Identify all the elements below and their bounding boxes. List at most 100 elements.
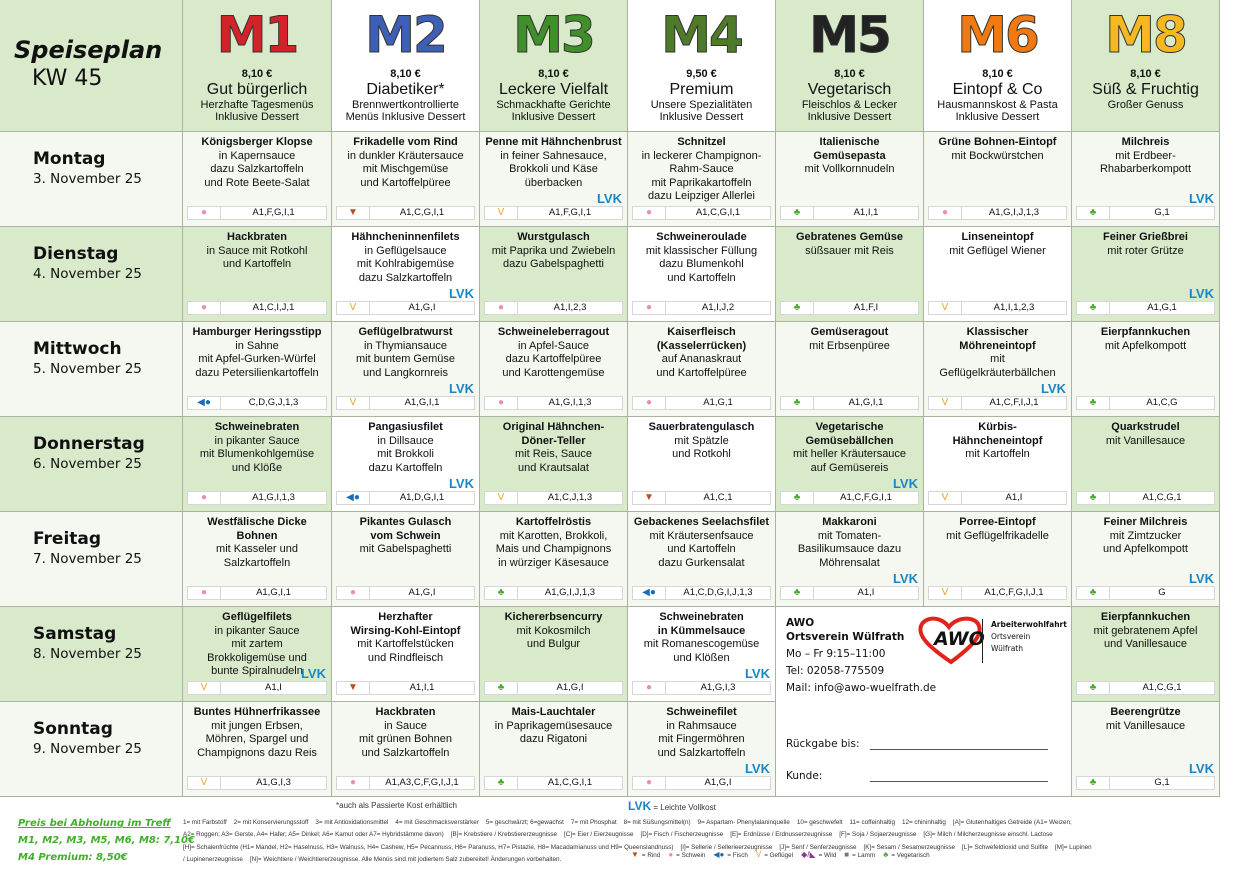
awo-logo-text: AWO <box>934 628 985 650</box>
dish-cell[interactable]: Schweineleberragout in Apfel-Sauce dazu Ka… <box>480 322 628 417</box>
allergen-codes: A1,G,I <box>408 587 436 598</box>
lvk-badge: LVK <box>1188 285 1214 301</box>
dish-cell[interactable]: Frikadelle vom Rind in dunkler Kräutersau… <box>332 132 480 227</box>
return-field[interactable] <box>870 740 1048 750</box>
dish-description: dazu Salzkartoffeln <box>210 163 304 175</box>
icon-legend-label: = Schwein <box>676 852 706 859</box>
menu-price: 8,10 € <box>241 68 273 80</box>
dish-cell[interactable]: Milchreis mit Erdbeer- Rhabarberkompott LVK… <box>1072 132 1220 227</box>
allergen-codes: A1,C,1 <box>703 492 733 503</box>
dish-cell[interactable]: Schweinebraten in Kümmelsauce mit Romanesc… <box>628 607 776 702</box>
dish-description: dazu Leipziger Allerlei <box>647 190 755 202</box>
dish-cell[interactable]: Geflügelbratwurst in Thymiansauce mit bunt… <box>332 322 480 417</box>
dish-cell[interactable]: Eierpfannkuchen mit gebratenem Apfel und V… <box>1072 607 1220 702</box>
dish-cell[interactable]: Gebratenes Gemüse süßsauer mit Reis ♣ A1,F,… <box>776 227 924 322</box>
dish-cell[interactable]: Geflügelfilets in pikanter Sauce mit zarte… <box>183 607 332 702</box>
dish-cell[interactable]: Kichererbsencurry mit Kokosmilch und Bulgu… <box>480 607 628 702</box>
dish-cell[interactable]: Sauerbratengulasch mit Spätzle und Rotkohl… <box>628 417 776 512</box>
menu-logo: M1 <box>216 6 300 65</box>
dish-cell[interactable]: Hackbraten in Sauce mit Rotkohl und Kartof… <box>183 227 332 322</box>
cow-icon: ▼ <box>337 207 370 219</box>
dish-cell[interactable]: Wurstgulasch mit Paprika und Zwiebeln dazu… <box>480 227 628 322</box>
legend-line: / Lupinenerzeugnisse [N]= Weichtiere / W… <box>183 855 562 863</box>
dish-cell[interactable]: Linseneintopf mit Geflügel Wiener V A1,I,1,… <box>924 227 1072 322</box>
dish-description: mit Tomaten- <box>817 529 882 542</box>
lvk-badge: LVK <box>1188 760 1214 776</box>
dish-title: Grüne Bohnen-Eintopf <box>938 136 1057 148</box>
menu-name: Premium <box>669 81 734 98</box>
dish-title: Schweineleberragout <box>497 326 610 338</box>
leaf-icon: ♣ <box>781 587 814 599</box>
dish-cell[interactable]: Königsberger Klopse in Kapernsauce dazu Sa… <box>183 132 332 227</box>
menu-subtitle: Herzhafte Tagesmenüs <box>200 99 314 111</box>
menu-table: Speiseplan KW 45 M1 8,10 € Gut bürgerlich H… <box>0 0 1220 797</box>
dish-cell[interactable]: Eierpfannkuchen mit Apfelkompott ♣ A1,C,G <box>1072 322 1220 417</box>
dish-cell[interactable]: Pikantes Gulasch vom Schwein mit Gabelspag… <box>332 512 480 607</box>
dish-cell[interactable]: Schnitzel in leckerer Champignon- Rahm-Sau… <box>628 132 776 227</box>
dish-cell[interactable]: Original Hähnchen- Döner-Teller mit Reis, … <box>480 417 628 512</box>
dish-cell[interactable]: Kaiserfleisch (Kasselerrücken) auf Ananask… <box>628 322 776 417</box>
dish-description: und Kartoffeln <box>222 258 292 270</box>
allergen-bar: ▼ A1,C,1 <box>632 491 771 505</box>
day-date: 3. November 25 <box>33 171 142 187</box>
leaf-icon: ♣ <box>1077 302 1110 314</box>
dish-cell[interactable]: Buntes Hühnerfrikassee mit jungen Erbsen,… <box>183 702 332 797</box>
menu-header-m2: M2 8,10 € Diabetiker* Brennwertkontrolliert… <box>332 0 480 132</box>
dish-description: mit klassischer Füllung <box>645 244 758 257</box>
dish-cell[interactable]: Pangasiusfilet in Dillsauce mit Brokkoli da… <box>332 417 480 512</box>
return-label: Rückgabe bis: <box>786 738 860 750</box>
dish-cell[interactable]: Feiner Grießbrei mit roter Grütze LVK ♣ A1,G… <box>1072 227 1220 322</box>
lvk-label: LVK <box>628 799 652 813</box>
dish-description: mit Kohlrabigemüse <box>356 258 455 270</box>
dish-cell[interactable]: Kürbis- Hähncheneintopf mit Kartoffeln V A1,… <box>924 417 1072 512</box>
customer-field[interactable] <box>870 772 1048 782</box>
dish-description: in Dillsauce <box>377 434 434 447</box>
dish-title: Gemüsepasta <box>813 149 886 162</box>
awo-mail[interactable]: Mail: info@awo-wuelfrath.de <box>786 682 937 694</box>
icon-legend-label: = Vegetarisch <box>891 852 930 859</box>
dish-cell[interactable]: Mais-Lauchtaler in Paprikagemüsesauce dazu… <box>480 702 628 797</box>
dish-cell[interactable]: Westfälische Dicke Bohnen mit Kasseler und… <box>183 512 332 607</box>
chicken-icon: V <box>485 492 518 504</box>
allergen-bar: V A1,G,I,3 <box>187 776 327 790</box>
dish-title: Bohnen <box>236 529 278 542</box>
dish-title: Buntes Hühnerfrikassee <box>193 706 321 718</box>
dish-cell[interactable]: Kartoffelröstis mit Karotten, Brokkoli, Ma… <box>480 512 628 607</box>
dish-cell[interactable]: Vegetarische Gemüsebällchen mit heller Krä… <box>776 417 924 512</box>
dish-description: mit Kokosmilch <box>516 624 591 637</box>
dish-description: bunte Spiralnudeln <box>211 665 303 677</box>
menu-name: Diabetiker* <box>366 81 445 98</box>
dish-description: Salzkartoffeln <box>223 556 291 569</box>
dish-cell[interactable]: Penne mit Hähnchenbrust in feiner Sahnesa… <box>480 132 628 227</box>
dish-cell[interactable]: Klassischer Möhreneintopf mit Geflügelkräut… <box>924 322 1072 417</box>
dish-cell[interactable]: Gebackenes Seelachsfilet mit Kräutersenfs… <box>628 512 776 607</box>
dish-cell[interactable]: Beerengrütze mit Vanillesauce LVK ♣ G,1 <box>1072 702 1220 797</box>
dish-cell[interactable]: Italienische Gemüsepasta mit Vollkornnudel… <box>776 132 924 227</box>
dish-title: Frikadelle vom Rind <box>353 136 458 148</box>
pig-icon: ● <box>633 397 666 409</box>
dish-description: Geflügelkräuterbällchen <box>939 366 1056 379</box>
dish-description: und Apfelkompott <box>1102 543 1188 555</box>
dish-cell[interactable]: Quarkstrudel mit Vanillesauce ♣ A1,C,G,1 <box>1072 417 1220 512</box>
dish-cell[interactable]: Gemüseragout mit Erbsenpüree ♣ A1,G,I,1 <box>776 322 924 417</box>
dish-cell[interactable]: Porree-Eintopf mit Geflügelfrikadelle V A1,… <box>924 512 1072 607</box>
dish-title: Penne mit Hähnchenbrust <box>485 136 622 148</box>
dish-cell[interactable]: Schweinefilet in Rahmsauce mit Fingermöhre… <box>628 702 776 797</box>
lvk-badge: LVK <box>744 760 770 776</box>
dish-cell[interactable]: Hähncheninnenfilets in Geflügelsauce mit K… <box>332 227 480 322</box>
fish-icon: ◀● <box>713 850 725 859</box>
allergen-bar: V A1,C,F,G,I,J,1 <box>928 586 1067 600</box>
pig-icon: ● <box>337 777 370 789</box>
dish-cell[interactable]: Hamburger Heringsstipp in Sahne mit Apfel-… <box>183 322 332 417</box>
menu-subtitle: Großer Genuss <box>1107 99 1184 111</box>
menu-logo: M8 <box>1105 6 1189 65</box>
dish-cell[interactable]: Hackbraten in Sauce mit grünen Bohnen und S… <box>332 702 480 797</box>
dish-cell[interactable]: Makkaroni mit Tomaten- Basilikumsauce dazu… <box>776 512 924 607</box>
dish-cell[interactable]: Herzhafter Wirsing-Kohl-Eintopf mit Kartof… <box>332 607 480 702</box>
dish-cell[interactable]: Schweinebraten in pikanter Sauce mit Blume… <box>183 417 332 512</box>
dish-cell[interactable]: Schweineroulade mit klassischer Füllung da… <box>628 227 776 322</box>
dish-cell[interactable]: Grüne Bohnen-Eintopf mit Bockwürstchen ● A1… <box>924 132 1072 227</box>
dish-cell[interactable]: Feiner Milchreis mit Zimtzucker und Apfelk… <box>1072 512 1220 607</box>
allergen-codes: A1,C,G,1 <box>1142 682 1182 693</box>
dish-title: Feiner Grießbrei <box>1103 231 1188 243</box>
